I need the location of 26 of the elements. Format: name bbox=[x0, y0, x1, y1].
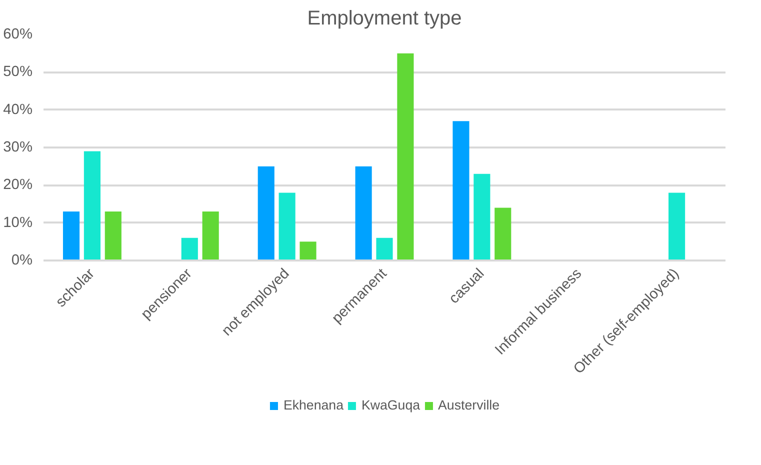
y-tick-label: 50% bbox=[3, 64, 33, 80]
legend-label: Austerville bbox=[438, 398, 500, 412]
bar bbox=[668, 192, 686, 260]
bar bbox=[494, 208, 512, 260]
bar bbox=[452, 121, 470, 260]
bar bbox=[104, 212, 122, 260]
legend-label: KwaGuqa bbox=[362, 398, 420, 412]
legend-label: Ekhenana bbox=[283, 398, 344, 412]
bar bbox=[84, 151, 100, 260]
y-tick-label: 0% bbox=[11, 252, 33, 268]
bar bbox=[258, 166, 274, 260]
bar bbox=[62, 212, 80, 260]
bar bbox=[202, 212, 219, 260]
bar bbox=[181, 238, 198, 260]
bar bbox=[300, 242, 316, 260]
y-tick-label: 10% bbox=[3, 214, 33, 231]
y-tick-label: 60% bbox=[3, 26, 33, 42]
y-tick-label: 30% bbox=[3, 140, 33, 156]
y-tick-label: 20% bbox=[3, 177, 33, 194]
bar bbox=[355, 166, 372, 260]
bar bbox=[397, 53, 414, 260]
chart-title: Employment type bbox=[307, 8, 462, 30]
bar bbox=[278, 192, 296, 260]
y-tick-label: 40% bbox=[3, 102, 33, 118]
bar bbox=[376, 238, 393, 260]
bar bbox=[474, 174, 490, 260]
